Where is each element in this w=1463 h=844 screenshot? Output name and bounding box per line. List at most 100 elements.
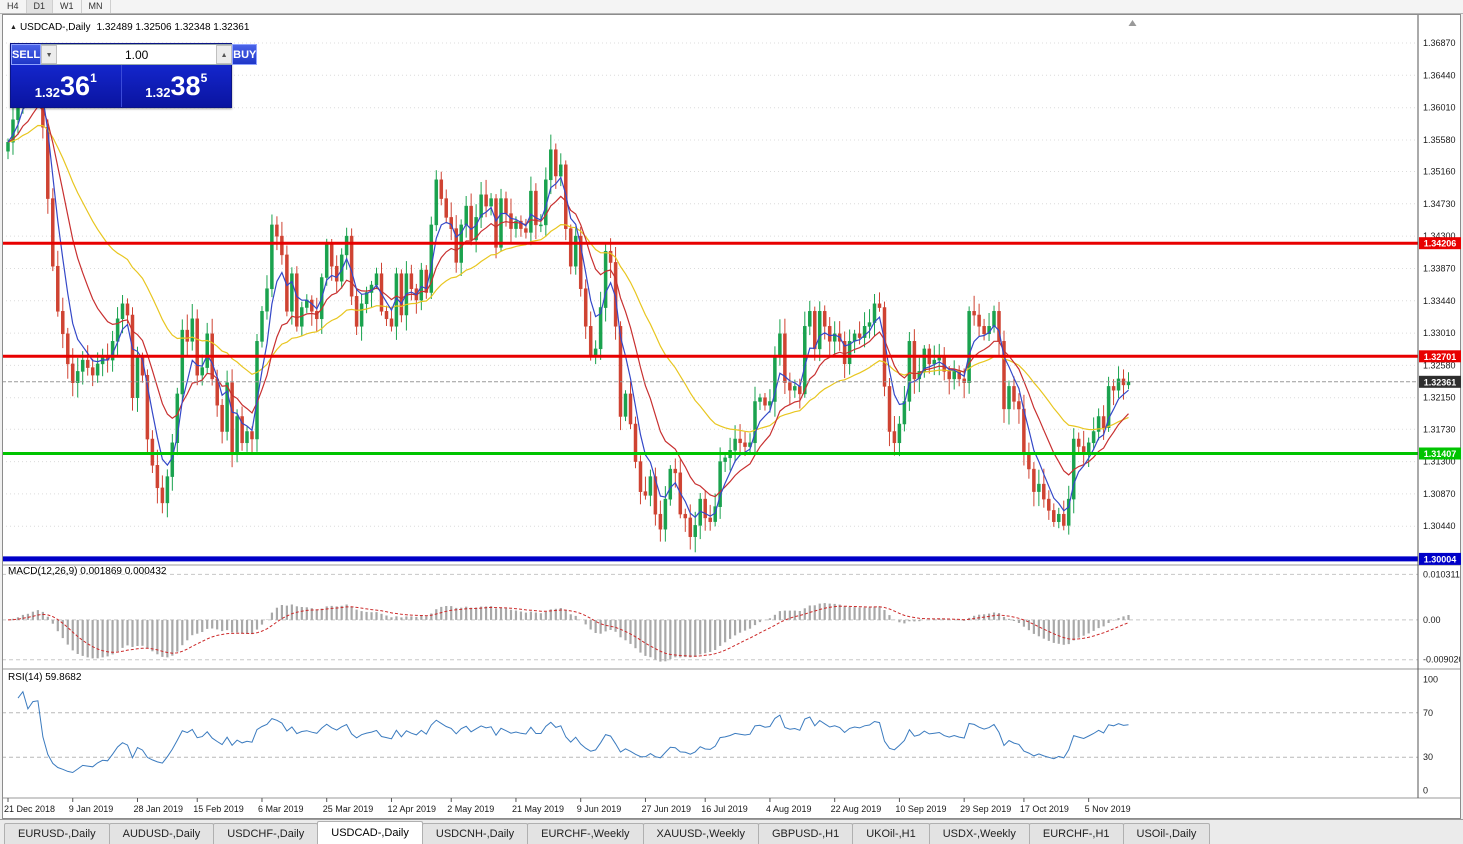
- macd-signal-line: [7, 605, 1129, 657]
- rsi-tick-label: 30: [1423, 752, 1433, 762]
- price-tick-label: 1.35160: [1423, 167, 1456, 177]
- date-label: 15 Feb 2019: [193, 804, 244, 814]
- svg-text:1.34206: 1.34206: [1424, 239, 1457, 249]
- date-label: 12 Apr 2019: [387, 804, 436, 814]
- symbol-period-label: USDCAD-,Daily: [19, 22, 91, 33]
- timeframe-button-mn[interactable]: MN: [82, 0, 111, 13]
- chart-tab-eurusd-daily[interactable]: EURUSD-,Daily: [4, 823, 110, 844]
- macd-panel: 0.010311 0.00 -0.0090203: [2, 569, 1461, 665]
- chart-tab-eurchf-weekly[interactable]: EURCHF-,Weekly: [527, 823, 644, 844]
- chart-tab-eurchf-h1[interactable]: EURCHF-,H1: [1028, 823, 1124, 844]
- date-label: 5 Nov 2019: [1085, 804, 1131, 814]
- price-tick-label: 1.33440: [1423, 296, 1456, 306]
- date-label: 16 Jul 2019: [701, 804, 748, 814]
- volume-box: ▼ ▲: [41, 44, 233, 65]
- macd-label: MACD(12,26,9) 0.001869 0.000432: [8, 566, 167, 577]
- sell-price-sup: 1: [90, 71, 97, 85]
- svg-text:1.30004: 1.30004: [1424, 554, 1457, 564]
- date-label: 6 Mar 2019: [258, 804, 304, 814]
- levels-layer: [2, 241, 1418, 562]
- ohlc-values: 1.32489 1.32506 1.32348 1.32361: [96, 22, 250, 33]
- chart-tab-usoil-daily[interactable]: USOil-,Daily: [1122, 823, 1211, 844]
- autoscroll-marker-icon: [1128, 20, 1137, 26]
- price-level-badge: 1.34206: [1419, 237, 1461, 250]
- date-label: 9 Jun 2019: [577, 804, 622, 814]
- buy-price-big: 1.32: [145, 85, 171, 100]
- chart-tab-ukoil-h1[interactable]: UKOil-,H1: [852, 823, 930, 844]
- price-level-badge: 1.31407: [1419, 447, 1461, 460]
- price-level-badge: 1.32361: [1419, 375, 1461, 388]
- svg-text:1.32701: 1.32701: [1424, 352, 1457, 362]
- date-label: 21 Dec 2018: [4, 804, 55, 814]
- timeframe-button-w1[interactable]: W1: [53, 0, 82, 13]
- rsi-tick-label: 0: [1423, 786, 1428, 796]
- chart-window: 1.36870 1.36440 1.36010 1.35580 1.35160 1.347…: [2, 14, 1461, 819]
- rsi-tick-label: 100: [1423, 674, 1438, 684]
- rsi-line: [17, 690, 1129, 774]
- sell-button[interactable]: SELL: [11, 44, 42, 65]
- price-tick-label: 1.31730: [1423, 424, 1456, 434]
- chart-tab-bar: EURUSD-,Daily AUDUSD-,Daily USDCHF-,Daily U…: [0, 819, 1463, 844]
- chart-tab-usdx-weekly[interactable]: USDX-,Weekly: [928, 823, 1030, 844]
- price-tick-label: 1.32580: [1423, 360, 1456, 370]
- svg-text:1.31407: 1.31407: [1424, 449, 1457, 459]
- price-tick-label: 1.30440: [1423, 521, 1456, 531]
- price-tick-label: 1.33010: [1423, 328, 1456, 338]
- chart-tab-usdchf-daily[interactable]: USDCHF-,Daily: [213, 823, 319, 844]
- volume-input[interactable]: [57, 45, 217, 64]
- chart-tab-audusd-daily[interactable]: AUDUSD-,Daily: [108, 823, 215, 844]
- price-tick-label: 1.36440: [1423, 70, 1456, 80]
- chart-tab-usdcnh-daily[interactable]: USDCNH-,Daily: [421, 823, 529, 844]
- moving-averages-layer: [7, 80, 1129, 519]
- ma-line-34: [7, 124, 1129, 433]
- price-level-badge: 1.30004: [1419, 552, 1461, 565]
- date-axis: 21 Dec 2018 9 Jan 2019 28 Jan 2019 15 Feb 2…: [4, 798, 1131, 814]
- chart-frame: [2, 14, 1461, 819]
- date-label: 25 Mar 2019: [323, 804, 374, 814]
- rsi-label: RSI(14) 59.8682: [8, 672, 82, 683]
- price-tick-label: 1.33870: [1423, 264, 1456, 274]
- sell-price-display[interactable]: 1.32 36 1: [11, 65, 122, 107]
- price-tick-label: 1.35580: [1423, 135, 1456, 145]
- macd-tick-label: -0.0090203: [1423, 655, 1461, 665]
- price-tick-label: 1.36010: [1423, 103, 1456, 113]
- price-tick-label: 1.32150: [1423, 393, 1456, 403]
- rsi-panel: 100 70 30 0: [2, 674, 1438, 796]
- buy-price-sup: 5: [200, 71, 208, 85]
- price-tick-label: 1.36870: [1423, 38, 1456, 48]
- price-tick-label: 1.30870: [1423, 489, 1456, 499]
- date-label: 22 Aug 2019: [831, 804, 882, 814]
- date-label: 21 May 2019: [512, 804, 564, 814]
- sell-price-mid: 36: [60, 70, 91, 101]
- chart-tab-xauusd-weekly[interactable]: XAUUSD-,Weekly: [642, 823, 759, 844]
- buy-button[interactable]: BUY: [232, 44, 258, 65]
- date-label: 27 Jun 2019: [641, 804, 691, 814]
- date-label: 17 Oct 2019: [1020, 804, 1069, 814]
- triangle-up-icon: ▲: [10, 24, 17, 31]
- macd-tick-label: 0.010311: [1423, 569, 1460, 579]
- price-tick-label: 1.34730: [1423, 199, 1456, 209]
- volume-up-button[interactable]: ▲: [216, 45, 233, 64]
- rsi-tick-label: 70: [1423, 708, 1433, 718]
- date-label: 9 Jan 2019: [69, 804, 114, 814]
- timeframe-button-h4[interactable]: H4: [0, 0, 27, 13]
- price-level-badge: 1.32701: [1419, 350, 1461, 363]
- date-label: 28 Jan 2019: [133, 804, 183, 814]
- ma-line-5: [7, 80, 1129, 519]
- price-tick-label: 1.34300: [1423, 231, 1456, 241]
- svg-text:1.32361: 1.32361: [1424, 377, 1457, 387]
- buy-price-display[interactable]: 1.32 38 5: [122, 65, 232, 107]
- chart-tab-gbpusd-h1[interactable]: GBPUSD-,H1: [757, 823, 854, 844]
- timeframe-button-d1[interactable]: D1: [26, 0, 54, 13]
- timeframe-toolbar: H4 D1 W1 MN: [0, 0, 1463, 14]
- date-label: 10 Sep 2019: [895, 804, 946, 814]
- volume-down-button[interactable]: ▼: [41, 45, 58, 64]
- chart-tab-usdcad-daily[interactable]: USDCAD-,Daily: [317, 821, 423, 844]
- date-label: 29 Sep 2019: [960, 804, 1011, 814]
- price-chart[interactable]: 1.36870 1.36440 1.36010 1.35580 1.35160 1.347…: [2, 14, 1461, 819]
- date-label: 4 Aug 2019: [766, 804, 812, 814]
- price-grid: 1.36870 1.36440 1.36010 1.35580 1.35160 1.347…: [2, 38, 1456, 531]
- sell-price-big: 1.32: [34, 85, 61, 100]
